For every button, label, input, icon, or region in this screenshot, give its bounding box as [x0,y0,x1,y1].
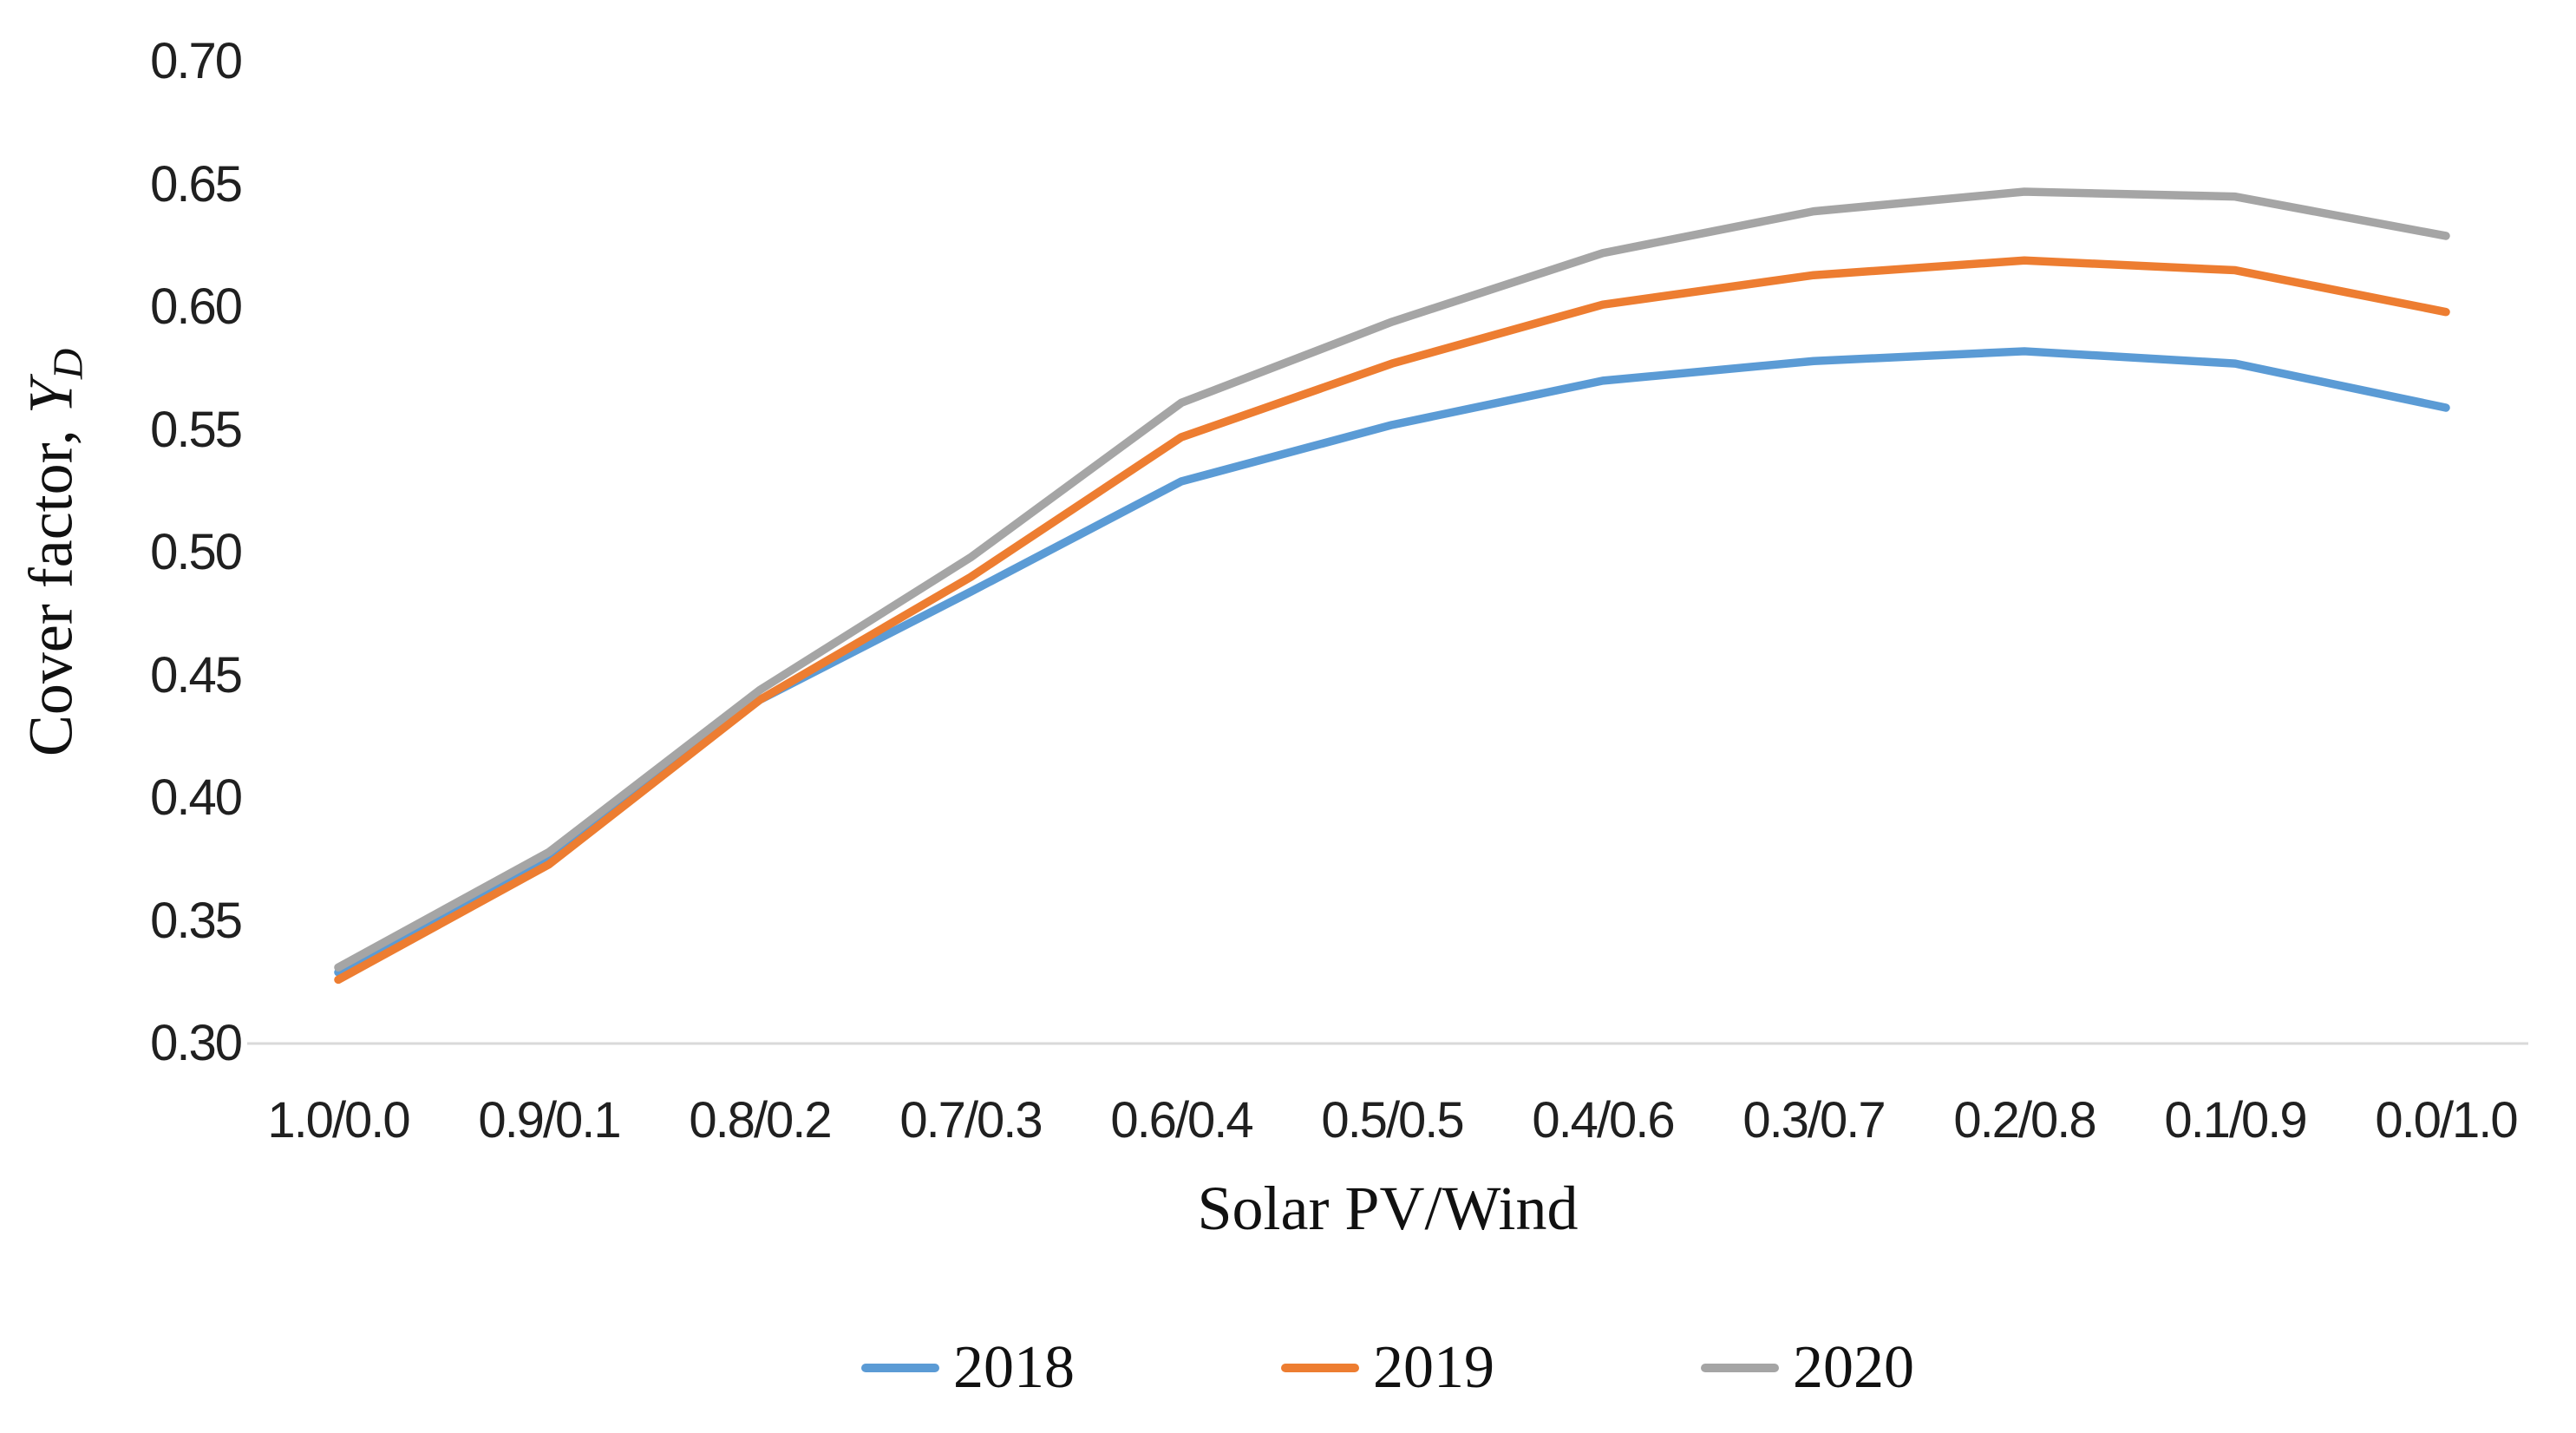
legend-label-2018: 2018 [953,1334,1075,1401]
chart-legend: 2018 2019 2020 [247,1329,2528,1407]
x-tick-label-0.7/0.3: 0.7/0.3 [899,1092,1043,1148]
y-tick-label-0.35: 0.35 [150,892,243,949]
x-tick-label-0.0/1.0: 0.0/1.0 [2375,1092,2518,1148]
y-tick-label-0.60: 0.60 [150,278,243,335]
legend-swatch-2020 [1701,1364,1779,1372]
x-tick-label-0.2/0.8: 0.2/0.8 [1953,1092,2096,1148]
x-tick-label-1.0/0.0: 1.0/0.0 [267,1092,410,1148]
series-line-2018 [334,347,2450,977]
y-tick-label-0.70: 0.70 [150,33,243,89]
y-tick-label-0.45: 0.45 [150,646,243,703]
x-tick-label-0.5/0.5: 0.5/0.5 [1321,1092,1464,1148]
legend-label-2019: 2019 [1373,1334,1494,1401]
series-line-2019 [334,256,2450,985]
y-tick-label-0.50: 0.50 [150,524,243,580]
legend-entry-2020: 2020 [1701,1329,1914,1407]
x-axis-title: Solar PV/Wind [1197,1174,1579,1243]
legend-entry-2019: 2019 [1281,1329,1494,1407]
x-tick-label-0.6/0.4: 0.6/0.4 [1110,1092,1253,1148]
x-tick-label-0.3/0.7: 0.3/0.7 [1742,1092,1886,1148]
x-tick-label-0.8/0.2: 0.8/0.2 [689,1092,832,1148]
x-tick-label-0.1/0.9: 0.1/0.9 [2164,1092,2307,1148]
y-axis-title-subscript: D [43,348,92,380]
legend-label-2020: 2020 [1793,1334,1914,1401]
legend-entry-2018: 2018 [861,1329,1075,1407]
y-tick-label-0.30: 0.30 [150,1015,243,1071]
legend-swatch-2019 [1281,1364,1359,1372]
y-tick-label-0.40: 0.40 [150,769,243,826]
series-line-2020 [334,187,2450,972]
legend-swatch-2018 [861,1364,939,1372]
y-tick-label-0.65: 0.65 [150,155,243,213]
x-tick-label-0.9/0.1: 0.9/0.1 [478,1092,621,1148]
x-tick-label-0.4/0.6: 0.4/0.6 [1532,1092,1675,1148]
y-tick-label-0.55: 0.55 [150,401,243,458]
